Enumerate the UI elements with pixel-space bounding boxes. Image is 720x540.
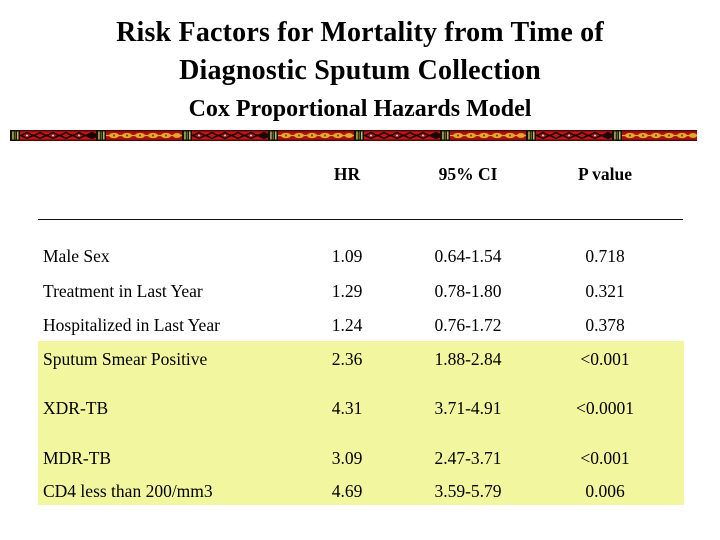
title-line-1: Risk Factors for Mortality from Time of	[116, 17, 604, 48]
p-value: 0.718	[585, 246, 625, 266]
table-row: Treatment in Last Year 1.29 0.78-1.80 0.…	[0, 281, 720, 303]
hr-value: 4.69	[331, 481, 363, 501]
p-value: <0.001	[580, 448, 630, 468]
p-value: 0.378	[585, 315, 625, 335]
table-row: Sputum Smear Positive 2.36 1.88-2.84 <0.…	[0, 349, 720, 371]
row-label: XDR-TB	[43, 398, 109, 418]
ribbon-pattern-icon	[10, 130, 697, 141]
ci-value: 0.78-1.80	[434, 281, 502, 301]
hr-value: 1.29	[331, 281, 363, 301]
hr-value: 1.24	[331, 315, 363, 335]
header-rule	[38, 219, 683, 220]
table-row: Hospitalized in Last Year 1.24 0.76-1.72…	[0, 315, 720, 337]
table-row: MDR-TB 3.09 2.47-3.71 <0.001	[0, 448, 720, 470]
row-label: Male Sex	[43, 246, 110, 266]
table-header-hr: HR	[333, 164, 361, 184]
ci-value: 0.76-1.72	[434, 315, 502, 335]
row-label: Hospitalized in Last Year	[43, 315, 220, 335]
row-label: Treatment in Last Year	[43, 281, 203, 301]
table-row: Male Sex 1.09 0.64-1.54 0.718	[0, 246, 720, 268]
p-value: <0.0001	[576, 398, 634, 418]
table-header-ci: 95% CI	[438, 164, 498, 184]
p-value: 0.321	[585, 281, 625, 301]
ci-value: 3.59-5.79	[434, 481, 502, 501]
ci-value: 2.47-3.71	[434, 448, 502, 468]
decorative-ribbon	[10, 128, 697, 141]
p-value: <0.001	[580, 349, 630, 369]
title-line-2: Diagnostic Sputum Collection	[179, 55, 541, 86]
row-label: CD4 less than 200/mm3	[43, 481, 213, 501]
ci-value: 3.71-4.91	[434, 398, 502, 418]
table-header-row: HR 95% CI P value	[0, 164, 720, 186]
table-row: CD4 less than 200/mm3 4.69 3.59-5.79 0.0…	[0, 481, 720, 503]
hr-value: 3.09	[331, 448, 363, 468]
ci-value: 1.88-2.84	[434, 349, 502, 369]
hr-value: 4.31	[331, 398, 363, 418]
row-label: Sputum Smear Positive	[43, 349, 208, 369]
slide-title: Risk Factors for Mortality from Time of …	[0, 14, 720, 90]
slide-subtitle: Cox Proportional Hazards Model	[188, 96, 532, 122]
row-label: MDR-TB	[43, 448, 112, 468]
ci-value: 0.64-1.54	[434, 246, 502, 266]
p-value: 0.006	[585, 481, 625, 501]
table-header-pvalue: P value	[578, 164, 632, 184]
hr-value: 1.09	[331, 246, 363, 266]
highlight-band	[38, 341, 684, 505]
table-row: XDR-TB 4.31 3.71-4.91 <0.0001	[0, 398, 720, 420]
hr-value: 2.36	[331, 349, 363, 369]
